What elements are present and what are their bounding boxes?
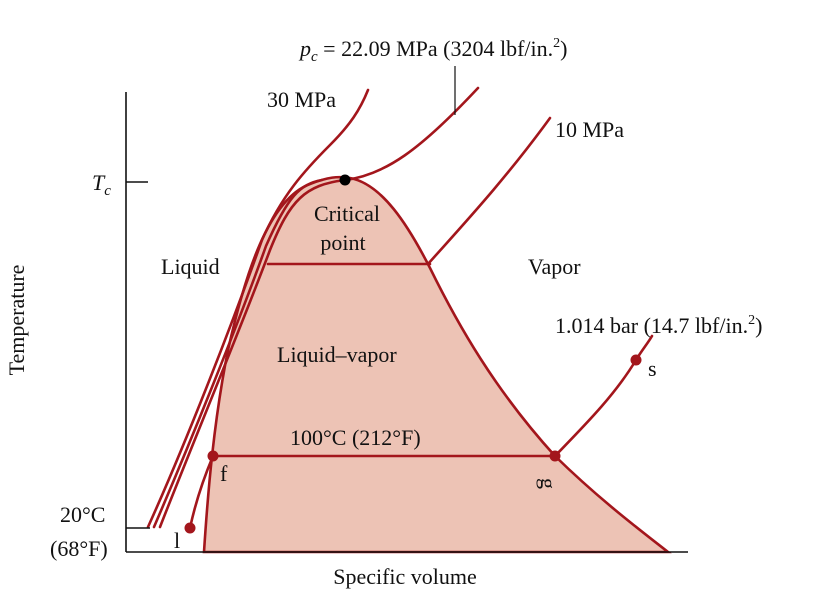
state-point-f bbox=[207, 450, 219, 462]
critical-isobar bbox=[158, 86, 480, 529]
liquid-vapor-region-label: Liquid–vapor bbox=[277, 342, 397, 367]
liquid-region-label: Liquid bbox=[161, 254, 220, 279]
x-axis-label: Specific volume bbox=[333, 564, 477, 589]
isobar-1014bar-vapor bbox=[553, 334, 654, 458]
isotherm-100c-label: 100°C (212°F) bbox=[290, 425, 421, 450]
state-point-s bbox=[630, 354, 642, 366]
y-axis-label: Temperature bbox=[4, 265, 29, 376]
state-label-s: s bbox=[648, 356, 657, 381]
isobar-1014bar-label: 1.014 bar (14.7 lbf/in.2) bbox=[555, 313, 762, 338]
isobar-10mpa bbox=[426, 116, 552, 266]
critical-point-marker bbox=[339, 174, 351, 186]
isobar-30mpa-label: 30 MPa bbox=[267, 87, 336, 112]
state-label-l: l bbox=[174, 528, 180, 553]
compressed-liquid-line bbox=[152, 178, 324, 529]
isobar-10mpa-label: 10 MPa bbox=[555, 117, 624, 142]
vapor-region-label: Vapor bbox=[528, 254, 581, 279]
state-label-g: g bbox=[536, 478, 561, 489]
critical-point-label-line1: Critical bbox=[314, 201, 380, 226]
state-label-f: f bbox=[220, 461, 228, 486]
pc-label: pc = 22.09 MPa (3204 lbf/in.2) bbox=[298, 36, 567, 65]
isobar-1014bar-liquid bbox=[188, 454, 215, 530]
critical-point-label-line2: point bbox=[320, 230, 365, 255]
isobar-30mpa bbox=[146, 88, 370, 529]
tc-label: Tc bbox=[92, 170, 111, 199]
state-point-g bbox=[549, 450, 561, 462]
vapor-dome-region bbox=[202, 175, 672, 554]
t68f-label: (68°F) bbox=[50, 536, 108, 561]
t20c-label: 20°C bbox=[60, 502, 105, 527]
state-point-l bbox=[184, 522, 196, 534]
